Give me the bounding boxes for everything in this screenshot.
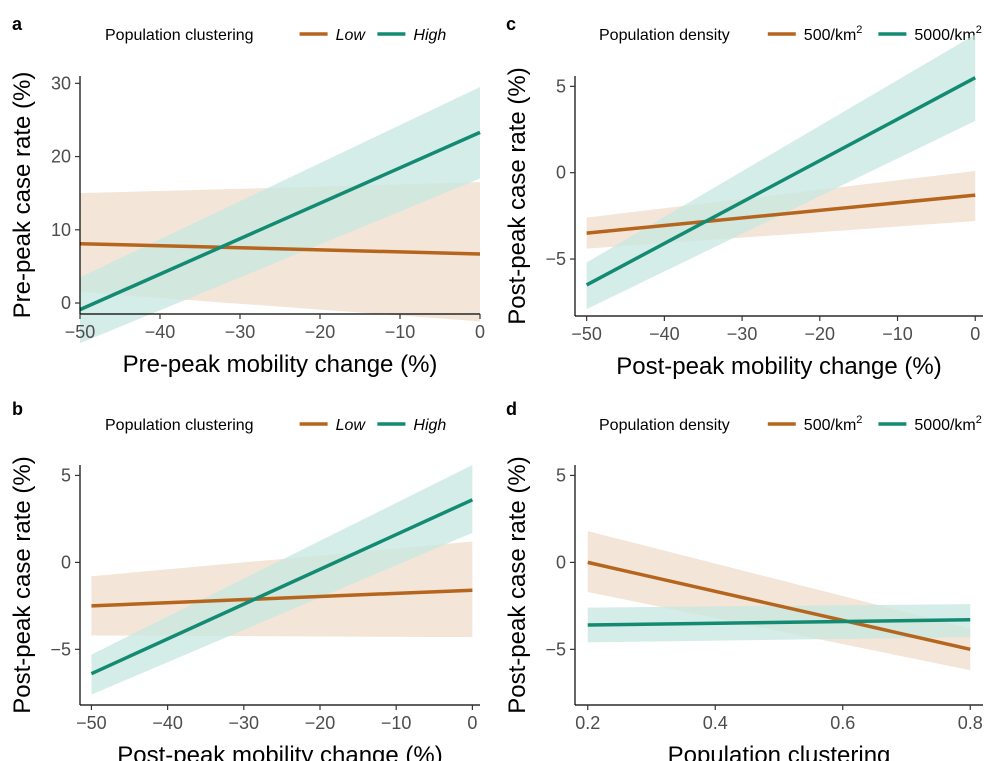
- series-line-high: [587, 618, 971, 627]
- y-tick-label: 5: [556, 76, 566, 96]
- ci-ribbon-low: [587, 531, 971, 671]
- panel-letter: c: [506, 14, 516, 34]
- x-tick-label: −50: [571, 324, 602, 344]
- x-tick-label: 0.4: [703, 713, 728, 733]
- y-tick-label: 10: [51, 220, 71, 240]
- legend-label: Low: [336, 417, 367, 434]
- x-tick-label: −30: [229, 713, 260, 733]
- legend-label: High: [413, 417, 446, 434]
- x-tick-label: −10: [385, 322, 416, 342]
- y-tick-label: 5: [61, 465, 71, 485]
- legend-label: 500/km2: [804, 414, 863, 434]
- series-line-high: [79, 130, 481, 312]
- x-tick-label: −40: [145, 322, 176, 342]
- y-tick-label: 0: [556, 163, 566, 183]
- y-tick-label: 20: [51, 147, 71, 167]
- x-axis-title: Post-peak mobility change (%): [117, 742, 442, 761]
- y-tick-label: 30: [51, 73, 71, 93]
- y-tick-label: 5: [556, 465, 566, 485]
- legend-label: 500/km2: [804, 24, 863, 44]
- x-tick-label: 0: [475, 322, 485, 342]
- panel-a: a Population clustering Low High −50 −40 −30 −2…: [9, 14, 485, 378]
- legend-label: Low: [336, 27, 367, 44]
- legend: Population clustering Low High: [105, 27, 446, 44]
- panel-letter: d: [506, 399, 517, 419]
- x-axis-title: Population clustering: [668, 742, 891, 761]
- x-tick-label: −10: [882, 324, 913, 344]
- x-axis-title: Pre-peak mobility change (%): [123, 351, 438, 378]
- ci-ribbon-high: [91, 465, 473, 695]
- x-tick-label: −10: [381, 713, 412, 733]
- y-axis-title: Pre-peak case rate (%): [9, 72, 36, 319]
- panel-d: d Population density 500/km2 5000/km2 0.2 0.4…: [504, 399, 983, 761]
- y-tick-label: 0: [61, 293, 71, 313]
- legend-label: 5000/km2: [914, 414, 982, 434]
- x-tick-label: −40: [152, 713, 183, 733]
- x-tick-label: 0.8: [958, 713, 983, 733]
- x-tick-label: 0.6: [830, 713, 855, 733]
- series-line-high: [585, 76, 977, 287]
- y-tick-label: 0: [61, 552, 71, 572]
- legend: Population density 500/km2 5000/km2: [599, 24, 982, 44]
- y-axis-title: Post-peak case rate (%): [9, 456, 36, 713]
- y-axis-title: Post-peak case rate (%): [504, 67, 531, 324]
- x-tick-label: −30: [727, 324, 758, 344]
- x-tick-label: 0: [970, 324, 980, 344]
- panel-letter: a: [12, 14, 23, 34]
- y-tick-label: −5: [50, 639, 71, 659]
- x-tick-label: −30: [225, 322, 256, 342]
- legend-title: Population density: [599, 417, 730, 434]
- x-axis-title: Post-peak mobility change (%): [616, 353, 941, 380]
- legend-label: High: [413, 27, 446, 44]
- ci-ribbon-high: [80, 86, 480, 344]
- x-tick-label: −20: [305, 322, 336, 342]
- ci-ribbon-high: [586, 34, 976, 310]
- legend: Population clustering Low High: [105, 417, 446, 434]
- y-axis-title: Post-peak case rate (%): [504, 456, 531, 713]
- series-line-low: [91, 588, 473, 608]
- x-tick-label: −20: [305, 713, 336, 733]
- legend-title: Population clustering: [105, 417, 254, 434]
- y-tick-label: −5: [545, 249, 566, 269]
- x-tick-label: 0.2: [575, 713, 600, 733]
- y-tick-label: 0: [556, 552, 566, 572]
- y-tick-label: −5: [545, 639, 566, 659]
- x-tick-label: 0: [467, 713, 477, 733]
- legend-title: Population clustering: [105, 27, 254, 44]
- legend-label: 5000/km2: [914, 24, 982, 44]
- panel-letter: b: [12, 399, 23, 419]
- series-line-low: [586, 193, 976, 235]
- series-line-low: [79, 241, 481, 256]
- series-line-low: [587, 560, 971, 652]
- series-line-high: [90, 498, 474, 676]
- x-tick-label: −50: [76, 713, 107, 733]
- x-tick-label: −40: [649, 324, 680, 344]
- legend: Population density 500/km2 5000/km2: [599, 414, 982, 434]
- x-tick-label: −20: [805, 324, 836, 344]
- x-tick-label: −50: [65, 322, 96, 342]
- legend-title: Population density: [599, 27, 730, 44]
